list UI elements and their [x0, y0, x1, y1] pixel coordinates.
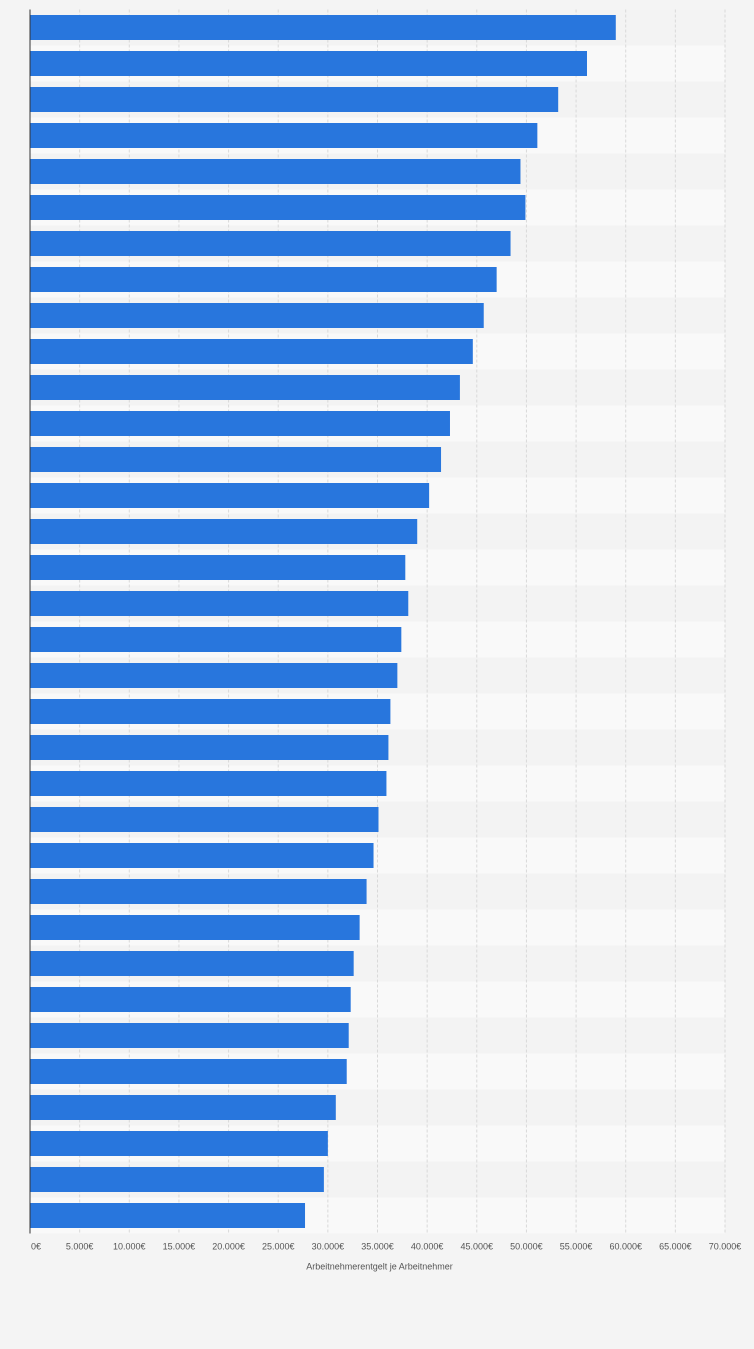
x-tick-label: 0€ — [31, 1242, 41, 1252]
bar[interactable] — [30, 1167, 324, 1192]
x-tick-label: 45.000€ — [461, 1242, 494, 1252]
x-tick-label: 20.000€ — [212, 1242, 245, 1252]
bar[interactable] — [30, 807, 379, 832]
x-tick-label: 70.000€ — [709, 1242, 742, 1252]
bar[interactable] — [30, 15, 616, 40]
bar[interactable] — [30, 1203, 306, 1228]
x-axis-ticks: 0€ 5.000€ 10.000€ 15.000€ 20.000€ 25.000€ 30.0… — [31, 1242, 741, 1252]
bar[interactable] — [30, 51, 587, 76]
bars — [30, 15, 616, 1228]
x-tick-label: 15.000€ — [163, 1242, 196, 1252]
bar[interactable] — [30, 1095, 336, 1120]
bar[interactable] — [30, 1023, 349, 1048]
bar[interactable] — [30, 915, 360, 940]
bar[interactable] — [30, 1059, 347, 1084]
bar[interactable] — [30, 87, 559, 112]
bar[interactable] — [30, 591, 409, 616]
x-tick-label: 5.000€ — [66, 1242, 94, 1252]
bar[interactable] — [30, 339, 473, 364]
x-tick-label: 40.000€ — [411, 1242, 444, 1252]
x-tick-label: 30.000€ — [312, 1242, 345, 1252]
bar[interactable] — [30, 519, 418, 544]
bar[interactable] — [30, 735, 389, 760]
bar[interactable] — [30, 843, 374, 868]
bar[interactable] — [30, 123, 538, 148]
bar[interactable] — [30, 303, 484, 328]
bar[interactable] — [30, 555, 406, 580]
x-tick-label: 25.000€ — [262, 1242, 295, 1252]
x-tick-label: 50.000€ — [510, 1242, 543, 1252]
bar[interactable] — [30, 447, 442, 472]
bar[interactable] — [30, 411, 450, 436]
bar[interactable] — [30, 663, 398, 688]
x-tick-label: 65.000€ — [659, 1242, 692, 1252]
bar[interactable] — [30, 267, 497, 292]
bar[interactable] — [30, 879, 367, 904]
x-tick-label: 10.000€ — [113, 1242, 146, 1252]
bar[interactable] — [30, 771, 387, 796]
bar[interactable] — [30, 699, 391, 724]
x-tick-label: 35.000€ — [361, 1242, 394, 1252]
x-tick-label: 55.000€ — [560, 1242, 593, 1252]
bar[interactable] — [30, 951, 354, 976]
bar[interactable] — [30, 483, 430, 508]
bar[interactable] — [30, 987, 351, 1012]
x-axis-title: Arbeitnehmerentgelt je Arbeitnehmer — [306, 1262, 453, 1272]
bar[interactable] — [30, 159, 521, 184]
bar[interactable] — [30, 627, 402, 652]
x-tick-label: 60.000€ — [609, 1242, 642, 1252]
bar[interactable] — [30, 231, 511, 256]
bar[interactable] — [30, 195, 526, 220]
bar[interactable] — [30, 1131, 328, 1156]
bar[interactable] — [30, 375, 460, 400]
